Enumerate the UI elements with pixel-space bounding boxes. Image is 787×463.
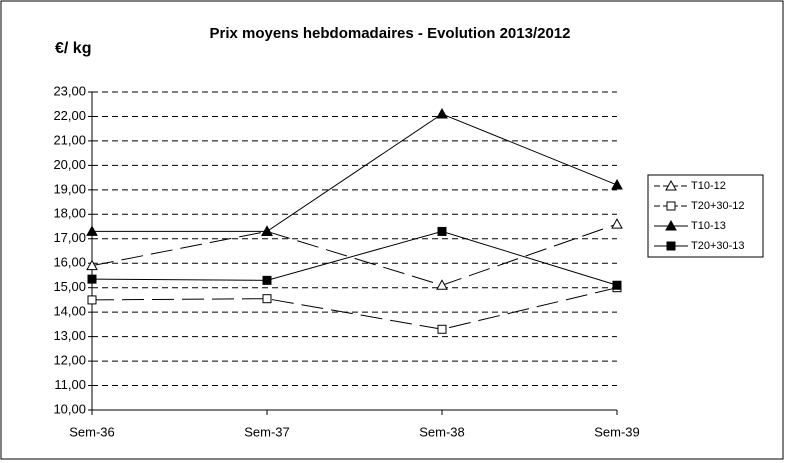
legend-marker — [666, 201, 676, 211]
data-point — [437, 324, 447, 334]
y-tick-label: 19,00 — [53, 181, 86, 196]
y-tick-label: 15,00 — [53, 279, 86, 294]
legend-label: T20+30-13 — [691, 240, 745, 252]
data-point — [262, 275, 272, 285]
chart-title: Prix moyens hebdomadaires - Evolution 20… — [210, 25, 571, 42]
data-point — [611, 178, 623, 190]
data-point — [86, 225, 98, 236]
series-line — [91, 223, 618, 286]
y-tick-label: 14,00 — [53, 304, 86, 319]
y-tick-label: 23,00 — [53, 83, 86, 98]
series-line — [91, 230, 618, 286]
y-tick-label: 10,00 — [53, 401, 86, 416]
x-tick-label: Sem-36 — [69, 424, 115, 439]
legend-marker — [665, 179, 677, 191]
legend-label: T20+30-12 — [691, 200, 745, 212]
legend-label: T10-12 — [691, 180, 726, 192]
x-tick-label: Sem-37 — [244, 424, 290, 439]
y-tick-label: 16,00 — [53, 255, 86, 270]
legend-label: T10-13 — [691, 220, 726, 232]
data-point — [87, 274, 97, 284]
y-tick-label: 17,00 — [53, 230, 86, 245]
y-tick-label: 22,00 — [53, 108, 86, 123]
x-tick-label: Sem-39 — [594, 424, 640, 439]
y-axis-label: €/ kg — [55, 40, 91, 57]
y-tick-label: 11,00 — [54, 377, 86, 392]
y-tick-label: 12,00 — [53, 353, 86, 368]
y-tick-label: 20,00 — [53, 157, 86, 172]
data-point — [612, 280, 622, 290]
data-point — [86, 259, 98, 271]
series-line — [92, 113, 618, 232]
data-point — [436, 279, 448, 290]
y-tick-label: 21,00 — [53, 132, 86, 147]
y-tick-label: 18,00 — [53, 206, 86, 221]
data-point — [261, 225, 273, 236]
data-point — [262, 294, 272, 304]
x-tick-label: Sem-38 — [419, 424, 465, 439]
y-tick-label: 13,00 — [53, 328, 86, 343]
data-point — [87, 295, 97, 305]
data-point — [611, 218, 623, 229]
legend-marker — [666, 241, 676, 251]
data-point — [436, 107, 448, 119]
data-point — [437, 226, 447, 236]
legend-marker — [665, 219, 677, 231]
